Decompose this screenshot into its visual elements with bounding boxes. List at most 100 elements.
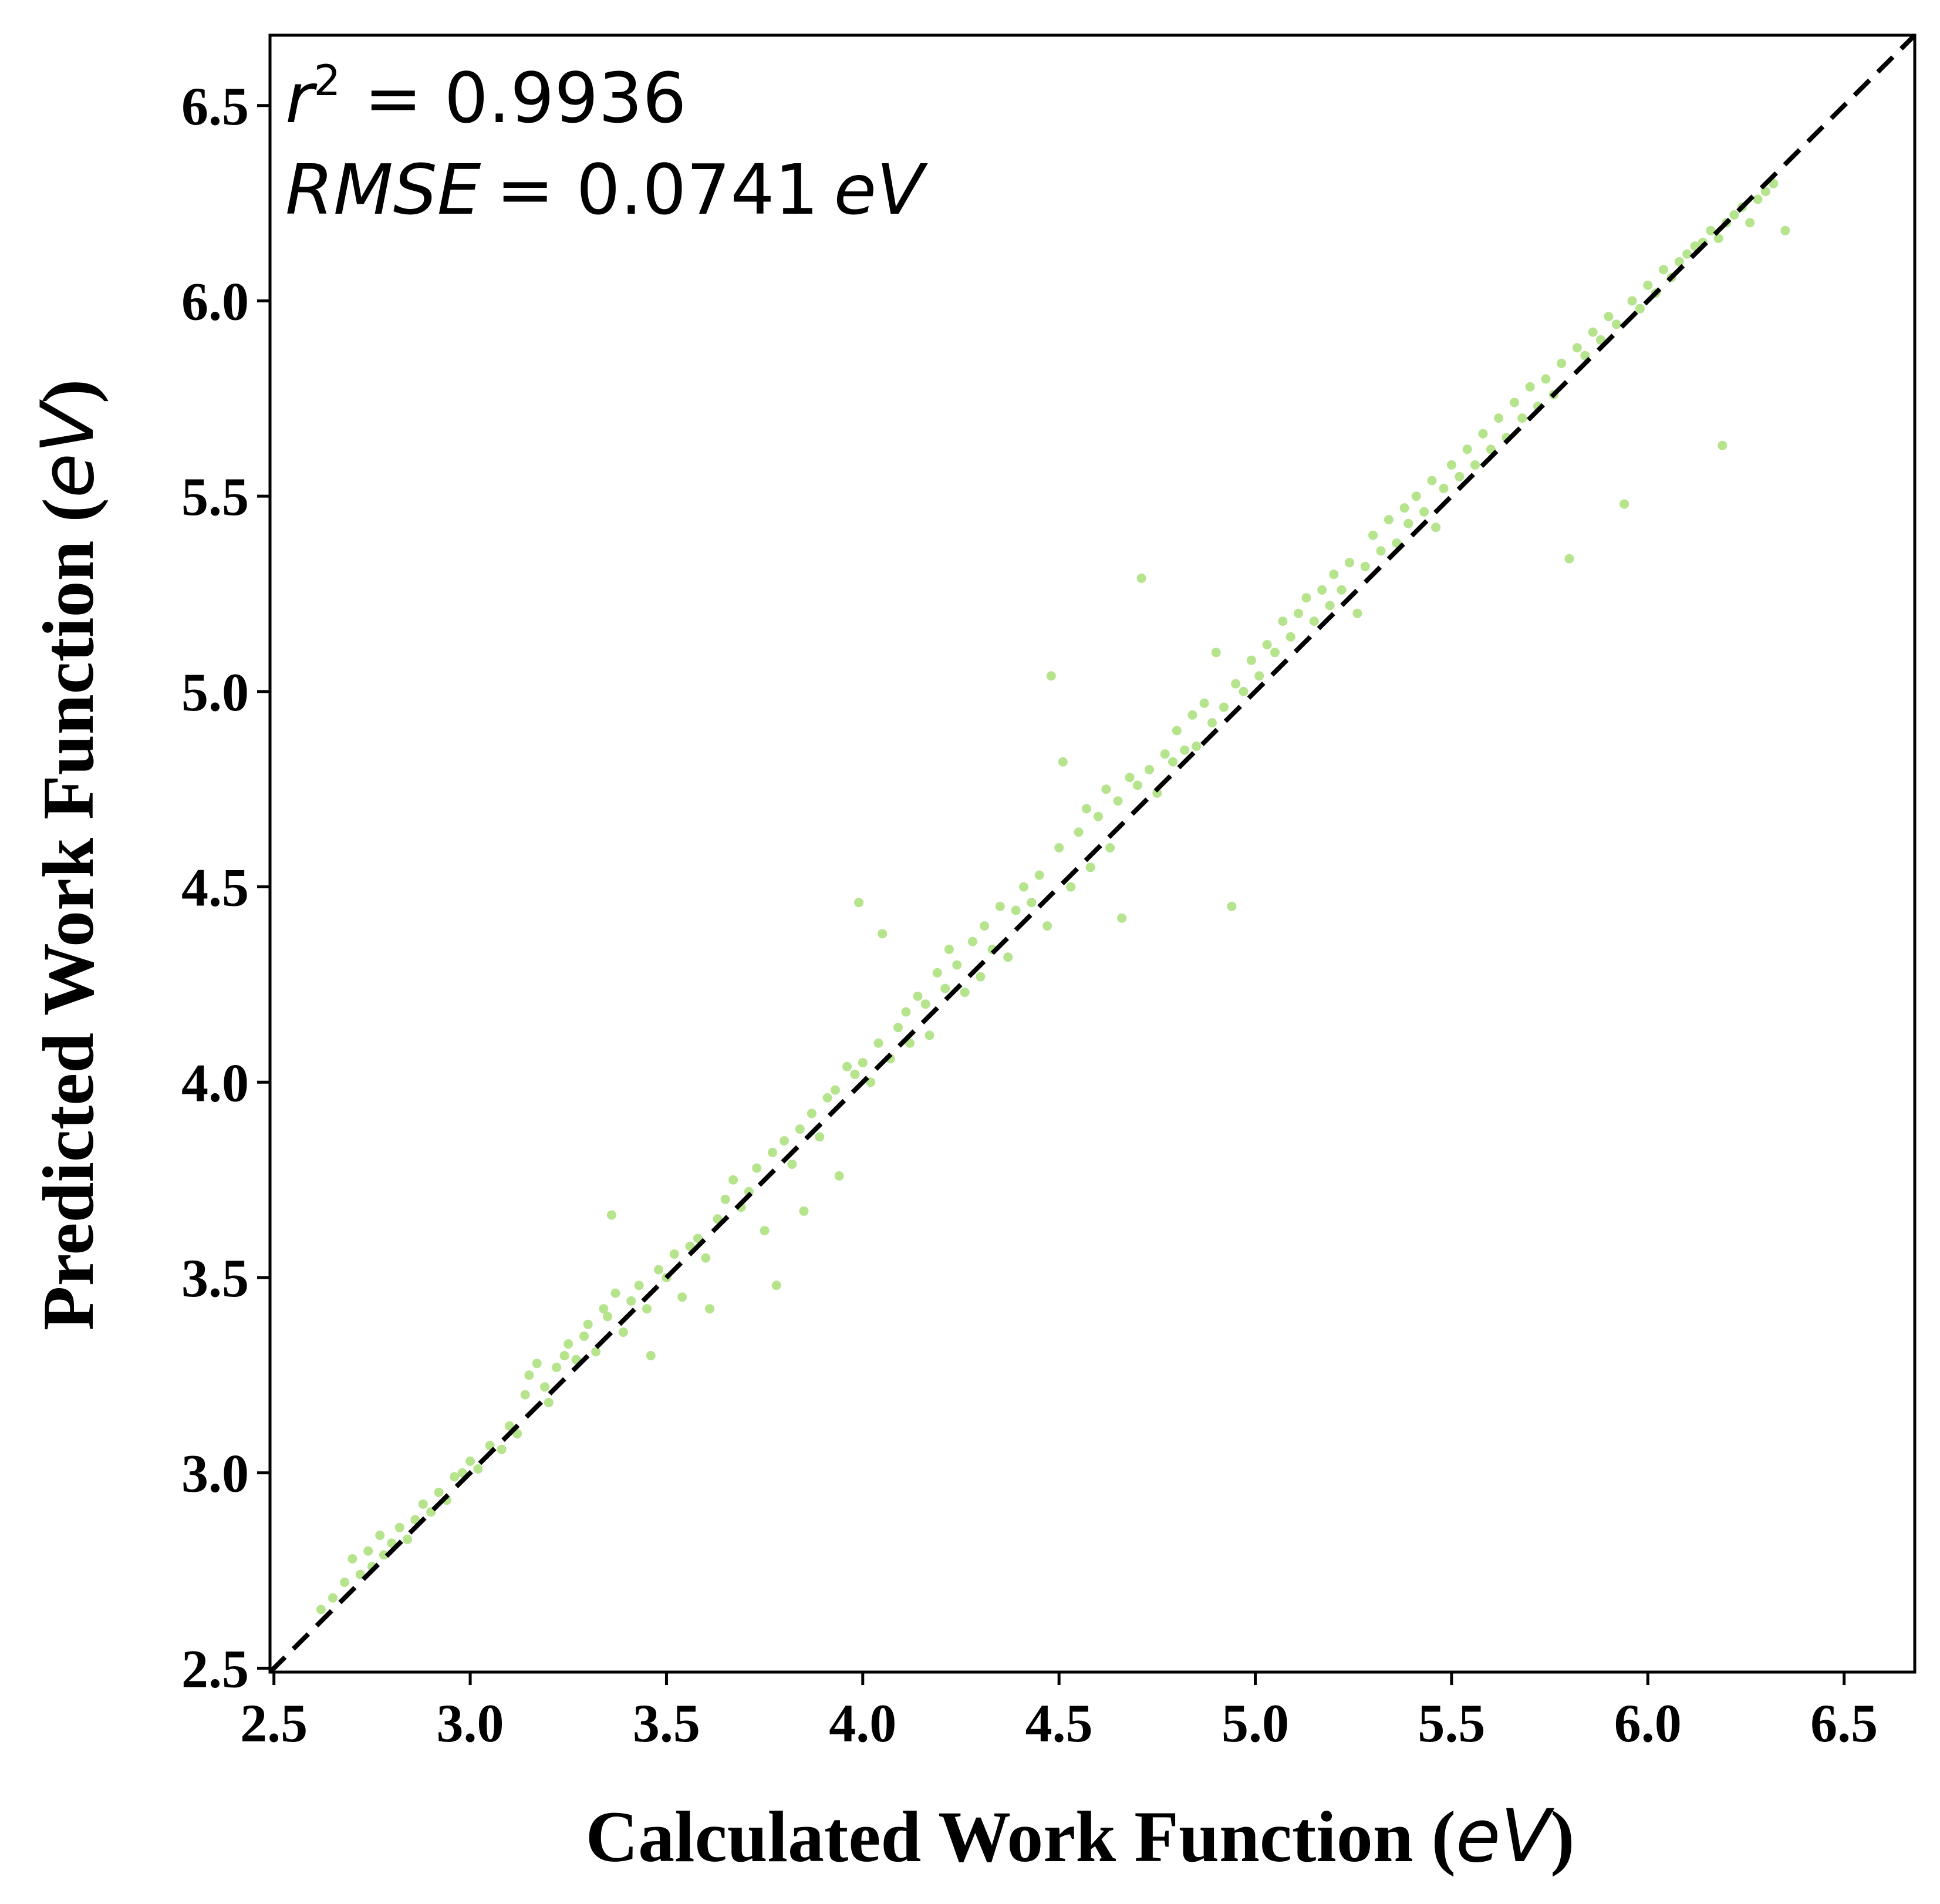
data-point-124 — [1192, 742, 1202, 751]
x-tick-label-3: 4.0 — [829, 1693, 896, 1753]
data-point-42 — [626, 1296, 636, 1306]
data-point-167 — [1509, 397, 1519, 407]
r2-annotation: r2 = 0.9936 — [285, 56, 687, 139]
data-point-65 — [795, 1124, 805, 1134]
data-point-169 — [1525, 382, 1535, 392]
plot-frame — [268, 33, 1917, 1674]
y-tick-label-7: 6.0 — [181, 271, 249, 331]
y-tick-label-5: 5.0 — [181, 662, 249, 722]
x-tick-label-7: 6.0 — [1614, 1693, 1682, 1753]
data-point-173 — [1557, 358, 1567, 368]
data-point-188 — [1674, 257, 1684, 267]
data-point-8 — [379, 1550, 389, 1560]
r2-value: = 0.9936 — [364, 58, 686, 139]
data-point-133 — [1254, 671, 1264, 681]
data-point-38 — [603, 1312, 613, 1322]
data-point-143 — [1329, 569, 1339, 579]
data-point-70 — [831, 1085, 840, 1095]
data-point-90 — [960, 988, 970, 998]
data-point-119 — [1160, 749, 1170, 759]
data-point-160 — [1455, 471, 1465, 481]
data-point-138 — [1294, 608, 1304, 618]
data-point-85 — [925, 1030, 934, 1040]
y-tick-label-2: 3.5 — [181, 1248, 249, 1308]
data-point-144 — [1337, 585, 1347, 595]
data-point-140 — [1309, 616, 1319, 626]
data-point-175 — [1572, 343, 1582, 353]
x-axis-ticks: 2.5 3.0 3.5 4.0 4.5 5.0 5.5 6.0 6.5 — [240, 1672, 1878, 1753]
data-point-59 — [752, 1163, 762, 1173]
rmse-symbol: RMSE — [285, 149, 481, 230]
data-point-13 — [418, 1499, 428, 1509]
data-point-127 — [1211, 648, 1221, 658]
data-point-84 — [920, 999, 930, 1009]
data-point-165 — [1494, 413, 1504, 423]
data-point-25 — [520, 1390, 530, 1400]
data-point-43 — [634, 1280, 644, 1290]
data-point-156 — [1427, 476, 1437, 486]
y-tick-label-1: 3.0 — [181, 1444, 249, 1504]
data-point-148 — [1368, 530, 1378, 540]
data-point-157 — [1431, 523, 1441, 533]
data-point-132 — [1246, 655, 1256, 665]
data-point-69 — [822, 1093, 832, 1103]
data-point-182 — [1627, 296, 1637, 306]
data-point-163 — [1478, 429, 1488, 439]
x-axis-title-text: Calculated Work Function — [586, 1797, 1413, 1877]
rmse-value: = 0.0741 — [496, 149, 818, 230]
data-point-49 — [677, 1292, 687, 1302]
data-point-60 — [760, 1226, 770, 1236]
data-point-22 — [497, 1444, 507, 1454]
data-point-32 — [564, 1339, 573, 1349]
data-point-108 — [1085, 862, 1095, 872]
data-point-113 — [1117, 913, 1127, 923]
data-point-26 — [524, 1370, 534, 1380]
y-axis-ticks: 2.5 3.0 3.5 4.0 4.5 5.0 5.5 6.0 6.5 — [181, 76, 270, 1699]
data-point-29 — [544, 1397, 554, 1407]
data-point-31 — [559, 1351, 569, 1360]
x-tick-label-4: 4.5 — [1025, 1693, 1093, 1753]
data-point-74 — [854, 898, 864, 908]
points-layer — [316, 178, 1790, 1615]
data-point-126 — [1207, 718, 1217, 728]
data-point-81 — [901, 1007, 911, 1017]
rmse-unit: eV — [834, 149, 929, 230]
data-point-111 — [1105, 843, 1115, 852]
data-point-168 — [1517, 413, 1527, 423]
data-point-123 — [1187, 710, 1197, 720]
data-point-150 — [1384, 515, 1394, 525]
data-point-147 — [1360, 561, 1370, 571]
data-point-87 — [940, 983, 950, 993]
x-tick-label-5: 5.0 — [1222, 1693, 1289, 1753]
data-point-134 — [1262, 640, 1272, 649]
y-tick-label-4: 4.5 — [181, 858, 249, 918]
x-tick-label-2: 3.5 — [633, 1693, 700, 1753]
data-point-62 — [771, 1280, 781, 1290]
data-point-128 — [1219, 702, 1229, 712]
data-point-145 — [1345, 558, 1354, 568]
data-point-110 — [1101, 784, 1111, 794]
data-point-78 — [878, 929, 888, 939]
data-point-137 — [1286, 632, 1295, 642]
data-point-3 — [347, 1554, 357, 1563]
data-point-101 — [1042, 921, 1052, 931]
data-point-104 — [1058, 757, 1068, 767]
data-point-73 — [850, 1069, 860, 1079]
data-point-10 — [394, 1522, 404, 1532]
data-point-44 — [642, 1304, 652, 1314]
data-point-39 — [606, 1210, 616, 1220]
data-point-15 — [434, 1487, 444, 1497]
data-point-136 — [1278, 616, 1288, 626]
y-tick-label-3: 4.0 — [181, 1053, 249, 1113]
data-point-83 — [913, 991, 923, 1001]
data-point-105 — [1066, 882, 1076, 892]
y-axis-title-text: Predicted Work Function — [28, 541, 109, 1331]
data-point-80 — [893, 1023, 903, 1033]
data-point-122 — [1180, 745, 1190, 755]
data-point-102 — [1046, 671, 1056, 681]
data-point-142 — [1325, 601, 1335, 611]
data-point-66 — [799, 1206, 809, 1216]
data-point-71 — [834, 1171, 844, 1181]
data-point-36 — [591, 1347, 601, 1357]
data-point-155 — [1419, 507, 1429, 517]
